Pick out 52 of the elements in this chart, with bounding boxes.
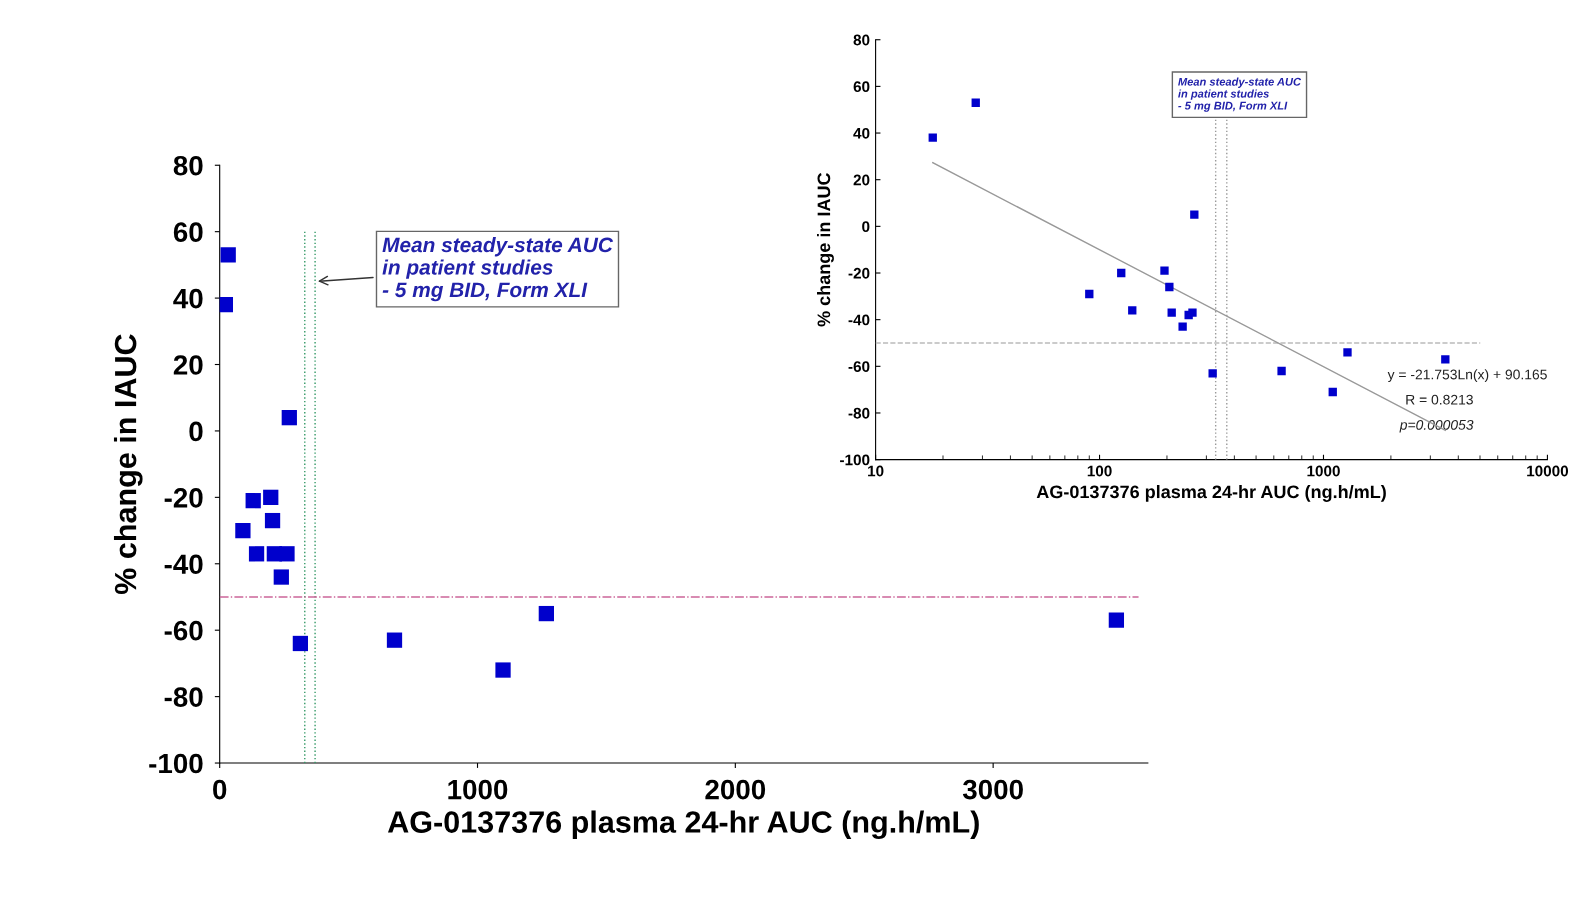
point	[538, 605, 554, 622]
y-tick-label: -60	[848, 361, 870, 372]
point	[1108, 612, 1125, 628]
x-tick-label: 10000	[1527, 465, 1569, 477]
annotation: Mean steady-state AUC in patient studies - 5 mg BID, Form XLI	[1178, 77, 1302, 112]
x-tick-label: 0	[213, 779, 227, 800]
point	[263, 489, 279, 505]
point	[245, 493, 261, 509]
y-tick-label: 40	[173, 288, 203, 309]
y-tick-label: -60	[164, 620, 203, 641]
y-tick-label: 20	[853, 174, 870, 186]
x-tick-label: 2000	[705, 779, 766, 800]
x-tick-label: 1000	[1307, 465, 1340, 477]
y-tick-label: 60	[853, 81, 870, 93]
y-tick-label: -100	[840, 454, 870, 466]
annotation: R = 0.8213	[1406, 394, 1473, 405]
point	[264, 512, 281, 529]
y-tick-label: 80	[853, 34, 870, 46]
y-tick-label: 0	[862, 221, 870, 233]
y-tick-label: -40	[164, 554, 203, 575]
x-axis-title: AG-0137376 plasma 24-hr AUC (ng.h/mL)	[1036, 484, 1386, 502]
point	[273, 569, 289, 585]
x-tick-label: 100	[1087, 465, 1112, 477]
y-tick-label: -40	[848, 314, 870, 326]
annotation: y = -21.753Ln(x) + 90.165	[1387, 369, 1547, 383]
y-tick-label: 60	[173, 222, 203, 243]
x-tick-label: 1000	[448, 779, 508, 800]
point	[235, 522, 251, 539]
y-tick-label: 80	[173, 155, 203, 176]
x-axis-title: AG-0137376 plasma 24-hr AUC (ng.h/mL)	[387, 810, 979, 840]
y-axis-title: % change in IAUC	[817, 172, 834, 327]
y-tick-label: 20	[173, 355, 203, 375]
point	[281, 410, 297, 426]
point	[220, 247, 236, 263]
y-tick-label: 0	[189, 421, 203, 442]
y-tick-label: -80	[164, 687, 203, 707]
point	[279, 546, 295, 562]
y-tick-label: 40	[853, 127, 870, 139]
y-axis-title: % change in IAUC	[113, 334, 143, 595]
point	[219, 297, 234, 313]
point	[495, 662, 511, 678]
x-tick-label: 3000	[962, 779, 1023, 800]
y-tick-label: -100	[149, 753, 203, 774]
x-tick-label: 10	[868, 465, 884, 477]
y-tick-label: -80	[848, 407, 870, 419]
y-tick-label: -20	[848, 267, 870, 279]
point	[292, 635, 309, 652]
y-tick-label: -20	[164, 488, 203, 508]
point	[386, 632, 403, 648]
annotation: Mean steady-state AUC in patient studies - 5 mg BID, Form XLI	[382, 236, 614, 302]
point	[248, 546, 265, 562]
annotation: p=0.000053	[1399, 419, 1474, 433]
